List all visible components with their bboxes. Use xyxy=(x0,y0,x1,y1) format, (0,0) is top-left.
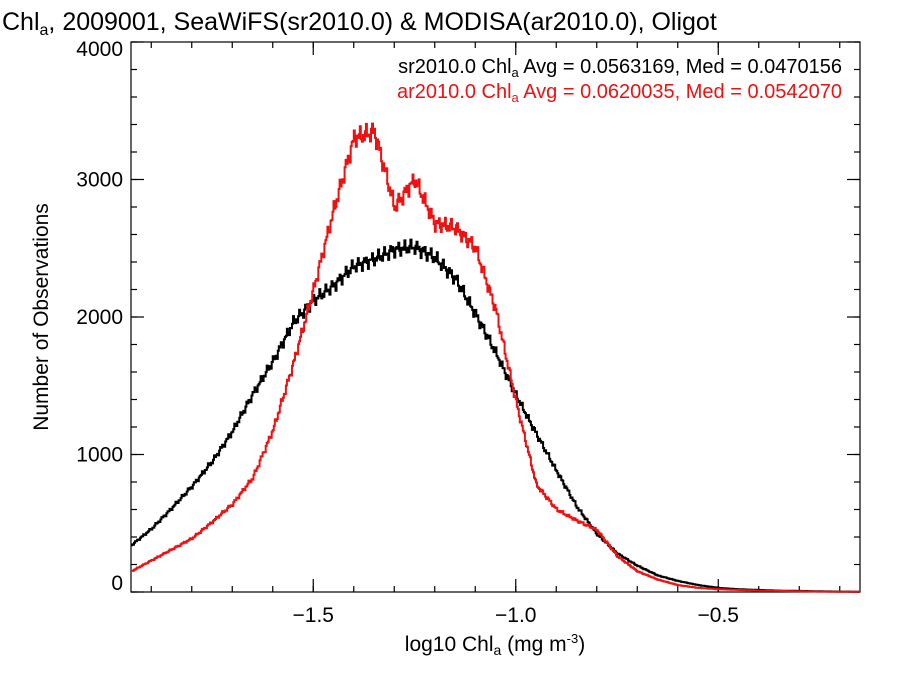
x-axis-label-prefix: log10 Chl xyxy=(405,633,494,656)
x-axis-label: log10 Chla (mg m-3) xyxy=(405,631,585,658)
legend-entry-sr2010: sr2010.0 Chla Avg = 0.0563169, Med = 0.0… xyxy=(398,56,842,80)
x-tick-label: −1.5 xyxy=(293,604,334,627)
axis-tick-labels: −1.5 −1.0 −0.5 0 1000 2000 3000 4000 xyxy=(76,38,739,627)
x-axis-label-subscript: a xyxy=(494,642,502,658)
legend-sr2010-prefix: sr2010.0 Chl xyxy=(398,56,511,78)
legend-ar2010-suffix: Avg = 0.0620035, Med = 0.0542070 xyxy=(519,81,842,103)
legend-ar2010-prefix: ar2010.0 Chl xyxy=(397,81,512,103)
y-axis-label: Number of Observations xyxy=(30,203,53,431)
legend-sr2010-subscript: a xyxy=(512,65,520,80)
axis-ticks xyxy=(131,41,860,593)
y-tick-label: 2000 xyxy=(76,306,123,329)
legend-sr2010-suffix: Avg = 0.0563169, Med = 0.0470156 xyxy=(519,56,842,78)
chart-title: Chla, 2009001, SeaWiFS(sr2010.0) & MODIS… xyxy=(2,8,717,39)
plot-frame xyxy=(130,41,861,593)
y-tick-label: 3000 xyxy=(76,169,123,192)
x-axis-label-middle: (mg m xyxy=(501,633,566,656)
x-axis-label-superscript: -3 xyxy=(567,631,579,646)
series-lines xyxy=(131,122,860,593)
y-tick-label: 4000 xyxy=(76,38,123,61)
chart-title-rest: , 2009001, SeaWiFS(sr2010.0) & MODISA(ar… xyxy=(48,8,716,36)
legend-entry-ar2010: ar2010.0 Chla Avg = 0.0620035, Med = 0.0… xyxy=(397,81,842,105)
chart-title-subscript: a xyxy=(40,22,49,39)
legend-ar2010-subscript: a xyxy=(512,90,520,105)
x-axis-label-suffix: ) xyxy=(578,633,585,656)
x-tick-label: −1.0 xyxy=(495,604,536,627)
y-tick-label: 1000 xyxy=(76,444,123,467)
series-line-sr2010-0 xyxy=(131,238,860,593)
x-tick-label: −0.5 xyxy=(698,604,739,627)
y-tick-label: 0 xyxy=(111,572,123,595)
series-line-ar2010-0 xyxy=(131,122,860,593)
chart-title-prefix: Chl xyxy=(2,8,40,36)
